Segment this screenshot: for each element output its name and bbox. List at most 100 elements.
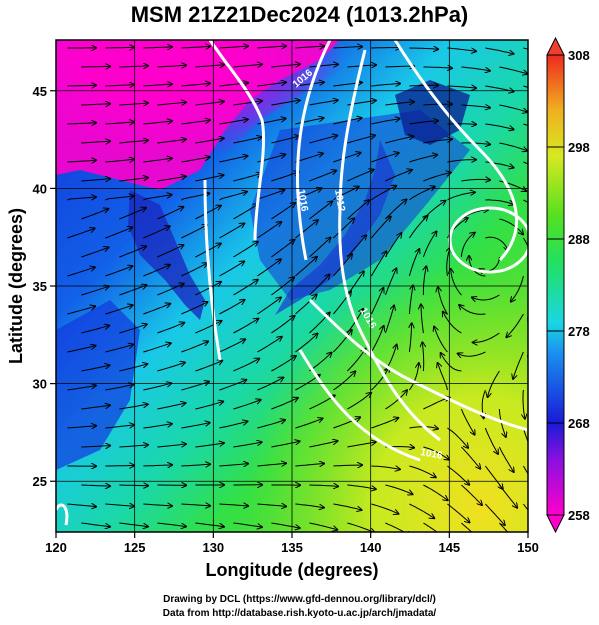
streamline	[67, 85, 96, 86]
streamline	[157, 245, 183, 258]
streamline	[447, 160, 476, 162]
streamline	[67, 267, 94, 277]
streamline	[506, 313, 524, 337]
streamline	[181, 83, 210, 86]
streamline	[423, 398, 449, 410]
streamline	[385, 136, 413, 144]
streamline	[195, 65, 224, 67]
streamline	[523, 503, 528, 511]
streamline	[371, 418, 398, 429]
streamline	[384, 306, 394, 334]
streamline	[485, 47, 513, 54]
streamline	[257, 222, 281, 239]
streamline	[81, 141, 110, 143]
streamline	[257, 297, 281, 315]
streamline	[271, 240, 294, 258]
streamline	[423, 446, 449, 460]
streamline	[219, 46, 248, 48]
streamline	[460, 408, 474, 435]
streamline	[271, 100, 299, 106]
colorbar-tick-label: 268	[568, 416, 590, 431]
streamline	[511, 275, 524, 302]
streamline	[105, 122, 134, 124]
streamline	[528, 295, 537, 322]
streamline	[105, 345, 133, 353]
streamline	[81, 446, 110, 447]
streamline	[438, 363, 448, 391]
streamline	[195, 138, 223, 144]
streamline	[119, 208, 145, 220]
streamline	[537, 409, 544, 437]
streamline	[119, 178, 148, 182]
x-tick-label: 125	[124, 540, 146, 555]
streamline	[485, 123, 513, 129]
streamline	[371, 186, 396, 201]
streamline	[181, 504, 210, 506]
streamline	[81, 522, 110, 527]
streamline	[157, 522, 186, 527]
colorbar-top-arrow	[546, 36, 565, 56]
streamline	[257, 82, 286, 87]
streamline	[461, 66, 490, 71]
streamline	[257, 420, 285, 429]
streamline	[499, 522, 509, 532]
x-axis-ticks: 120 125 130 135 140 145 150	[45, 532, 539, 555]
streamline	[143, 304, 170, 315]
streamline	[385, 522, 411, 532]
streamline	[385, 170, 412, 182]
streamline	[143, 47, 172, 48]
colorbar-tick-label: 288	[568, 232, 590, 247]
streamline	[157, 176, 185, 182]
streamline	[461, 446, 480, 469]
streamline	[459, 305, 486, 315]
streamline	[195, 282, 221, 296]
streamline	[370, 288, 383, 315]
streamline	[447, 503, 469, 523]
streamline	[195, 206, 221, 220]
streamline	[81, 179, 110, 181]
streamline	[219, 261, 244, 277]
streamline	[271, 398, 298, 410]
streamline	[157, 323, 184, 334]
streamline	[143, 84, 172, 86]
streamline	[119, 445, 148, 447]
streamline	[233, 442, 261, 448]
streamline	[447, 192, 475, 201]
streamline	[181, 302, 207, 315]
streamline	[143, 504, 172, 506]
streamline	[257, 337, 281, 353]
streamline	[81, 104, 110, 105]
streamline	[333, 330, 351, 353]
isobar-south-b	[298, 349, 421, 462]
streamline	[447, 248, 451, 277]
streamline	[499, 484, 517, 508]
page-title: MSM 21Z21Dec2024 (1013.2hPa)	[130, 2, 469, 27]
streamline	[105, 305, 132, 315]
streamline	[499, 104, 527, 112]
streamline	[233, 280, 257, 296]
streamline	[423, 139, 452, 144]
streamline	[333, 503, 361, 510]
streamline	[371, 217, 390, 239]
streamline	[371, 84, 400, 87]
streamline	[347, 484, 375, 489]
streamline	[385, 66, 414, 67]
streamline	[119, 485, 148, 486]
streamline	[371, 119, 399, 125]
streamline	[309, 100, 337, 106]
streamline	[271, 172, 298, 182]
streamline	[219, 504, 248, 506]
streamline	[295, 46, 324, 48]
streamline	[522, 427, 528, 443]
streamline	[499, 218, 523, 234]
streamline	[447, 47, 476, 51]
streamline	[484, 427, 498, 454]
streamline	[271, 136, 299, 144]
streamline	[143, 158, 172, 163]
streamline	[295, 257, 317, 277]
streamline	[233, 400, 260, 410]
y-tick-label: 30	[33, 377, 47, 392]
streamline	[219, 464, 248, 466]
streamline	[333, 218, 354, 239]
